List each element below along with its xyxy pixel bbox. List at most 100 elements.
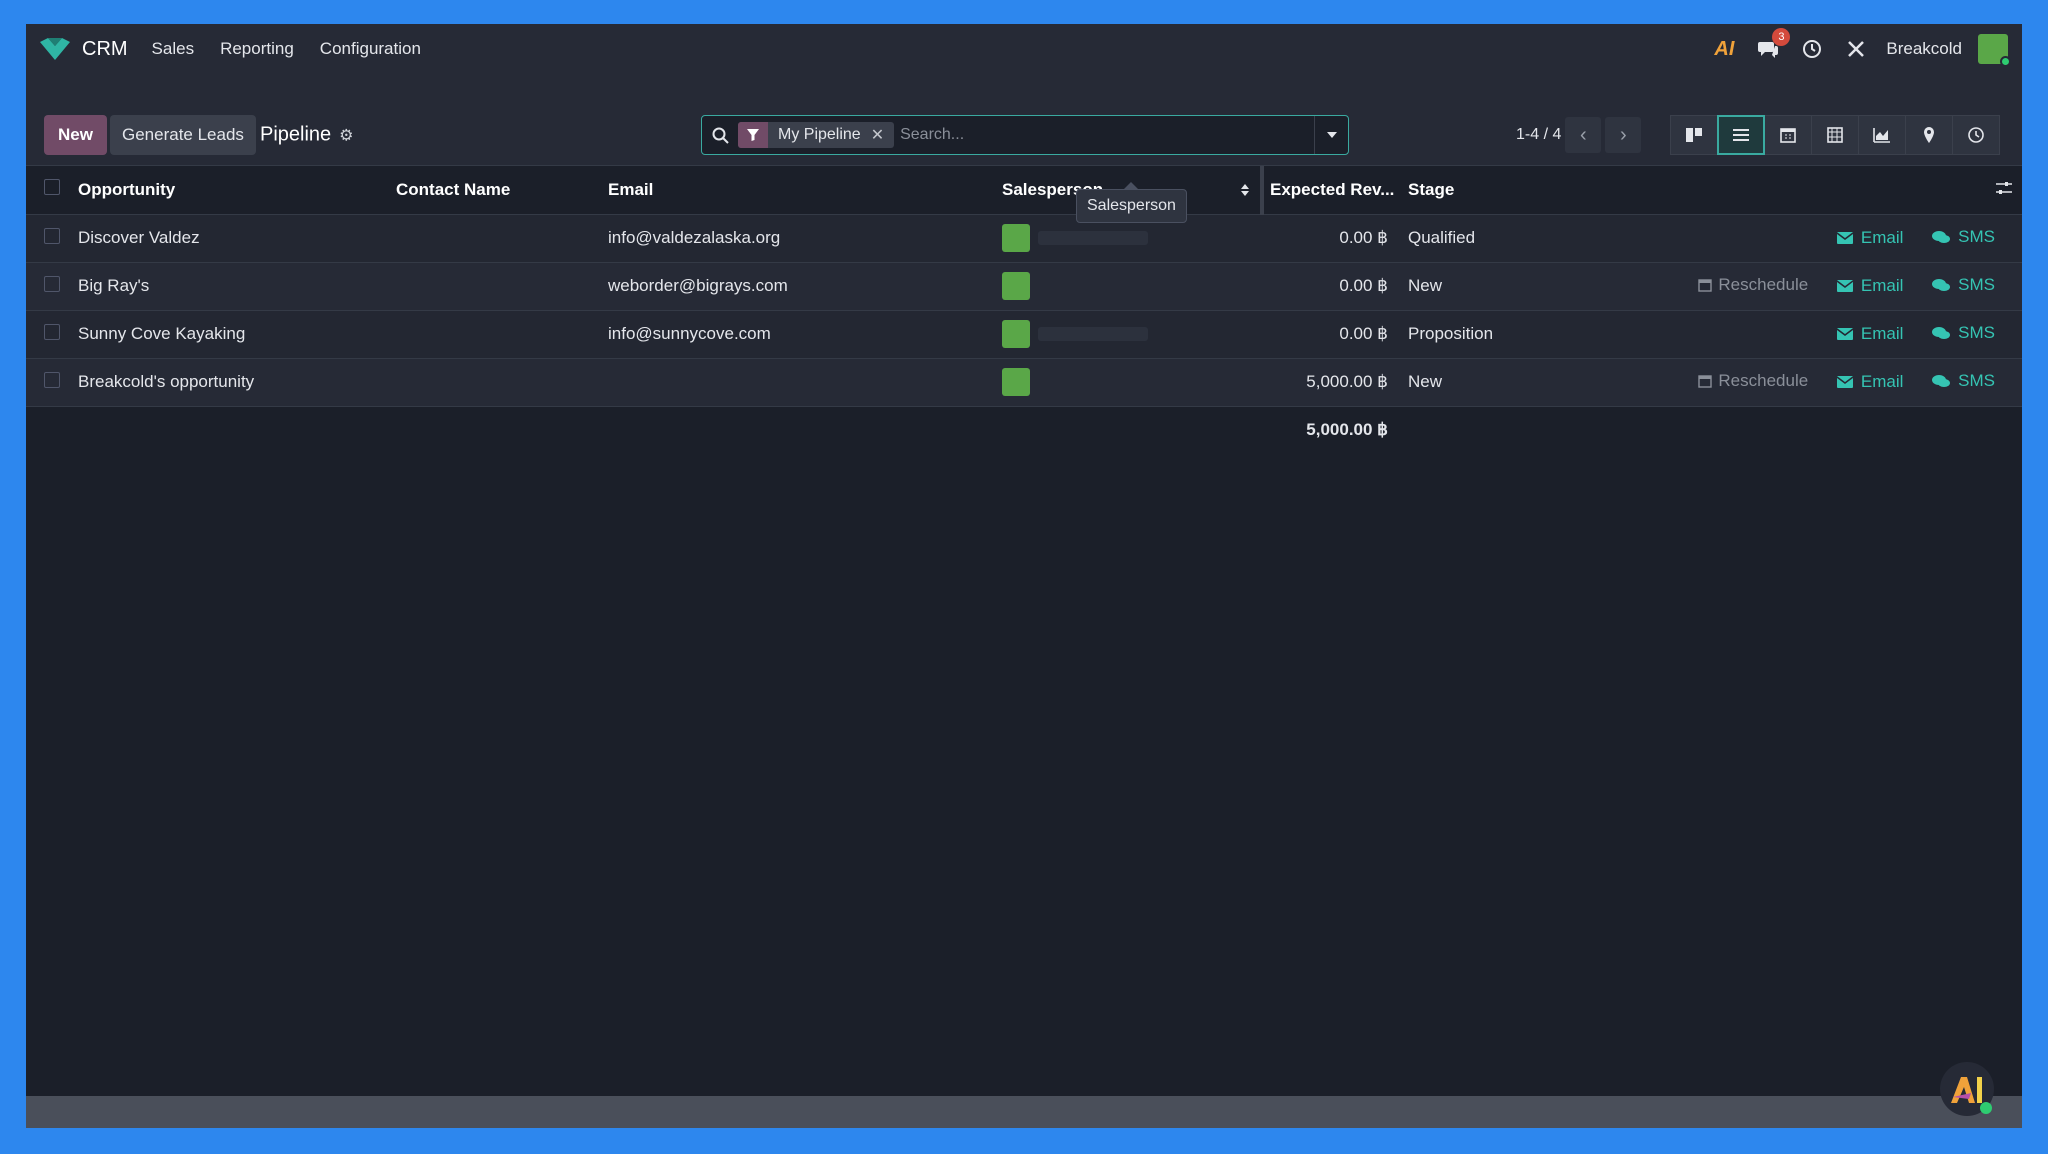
filter-icon <box>738 122 768 148</box>
contact-name-cell[interactable] <box>396 358 608 406</box>
close-icon[interactable]: ✕ <box>870 127 885 144</box>
sms-action-button[interactable]: SMS <box>1932 323 1995 343</box>
envelope-icon <box>1836 280 1853 292</box>
total-revenue: 5,000.00 ฿ <box>1306 420 1388 440</box>
salesperson-cell[interactable] <box>1002 214 1262 262</box>
salesperson-tooltip: Salesperson <box>1076 182 1187 223</box>
column-header-opportunity[interactable]: Opportunity <box>78 179 176 199</box>
chevron-down-icon[interactable] <box>1314 116 1348 154</box>
page-title: Pipeline <box>260 123 332 146</box>
control-panel: New Generate Leads Pipeline ⚙ My Pipelin… <box>26 74 2022 166</box>
messages-icon[interactable]: 3 <box>1756 28 1791 61</box>
table-row[interactable]: Breakcold's opportunity 5,000.00 ฿ New R… <box>26 358 2022 406</box>
graph-icon[interactable] <box>1858 115 1906 155</box>
column-header-stage[interactable]: Stage <box>1408 179 1455 199</box>
row-checkbox[interactable] <box>44 323 60 340</box>
expected-revenue-cell[interactable]: 0.00 ฿ <box>1339 324 1388 343</box>
stage-cell[interactable]: New <box>1408 372 1443 391</box>
contact-name-cell[interactable] <box>396 262 608 310</box>
online-status-icon <box>1980 1102 1992 1114</box>
user-name[interactable]: Breakcold <box>1886 39 1962 58</box>
salesperson-cell[interactable] <box>1002 262 1262 310</box>
ai-logo-icon <box>1951 1077 1982 1103</box>
email-action-button[interactable]: Email <box>1836 324 1903 344</box>
new-button[interactable]: New <box>44 115 107 155</box>
table-total-row: 5,000.00 ฿ <box>26 406 2022 454</box>
expected-revenue-cell[interactable]: 0.00 ฿ <box>1339 228 1388 247</box>
map-icon[interactable] <box>1905 115 1953 155</box>
pivot-icon[interactable] <box>1811 115 1859 155</box>
email-cell[interactable]: weborder@bigrays.com <box>608 276 788 295</box>
menu-item-sales[interactable]: Sales <box>151 39 195 58</box>
email-action-button[interactable]: Email <box>1836 276 1904 296</box>
sms-action-label: SMS <box>1958 371 1995 390</box>
envelope-icon <box>1836 376 1853 388</box>
opportunity-cell[interactable]: Sunny Cove Kayaking <box>78 324 246 343</box>
reschedule-button[interactable]: Reschedule <box>1698 275 1808 295</box>
activity-icon[interactable] <box>1952 115 2000 155</box>
table-row[interactable]: Big Ray's weborder@bigrays.com 0.00 ฿ Ne… <box>26 262 2022 310</box>
email-action-button[interactable]: Email <box>1836 372 1903 392</box>
column-header-expected-revenue[interactable]: Expected Rev... <box>1270 179 1395 199</box>
expected-revenue-cell[interactable]: 5,000.00 ฿ <box>1306 372 1388 391</box>
activity-clock-icon[interactable] <box>1800 37 1824 61</box>
chat-icon <box>1932 375 1951 387</box>
sms-action-button[interactable]: SMS <box>1932 371 1995 391</box>
top-navbar: CRM Sales Reporting Configuration AI 3 B… <box>26 24 2022 74</box>
salesperson-name-redacted <box>1038 327 1148 341</box>
list-icon[interactable] <box>1717 115 1765 155</box>
generate-leads-button[interactable]: Generate Leads <box>110 115 256 155</box>
chevron-right-icon[interactable]: › <box>1605 117 1642 153</box>
table-row[interactable]: Discover Valdez info@valdezalaska.org 0.… <box>26 214 2022 262</box>
menu-item-reporting[interactable]: Reporting <box>220 39 294 58</box>
email-cell[interactable]: info@valdezalaska.org <box>608 228 781 247</box>
row-checkbox[interactable] <box>44 371 60 388</box>
gear-icon[interactable]: ⚙ <box>339 127 354 144</box>
opportunity-cell[interactable]: Breakcold's opportunity <box>78 372 255 391</box>
tools-icon[interactable] <box>1844 37 1868 61</box>
crm-logo-icon[interactable] <box>38 36 72 62</box>
row-checkbox[interactable] <box>44 275 60 292</box>
stage-cell[interactable]: New <box>1408 276 1443 295</box>
view-switcher <box>1670 115 2000 155</box>
salesperson-cell[interactable] <box>1002 310 1262 358</box>
optional-columns-toggle[interactable] <box>1995 166 2022 214</box>
column-header-email[interactable]: Email <box>608 179 654 199</box>
column-header-contact-name[interactable]: Contact Name <box>396 179 511 199</box>
menu-item-configuration[interactable]: Configuration <box>319 39 421 58</box>
kanban-icon[interactable] <box>1670 115 1718 155</box>
ai-assistant-icon[interactable]: AI <box>1714 37 1735 60</box>
reschedule-button[interactable]: Reschedule <box>1698 371 1808 391</box>
ai-assistant-button[interactable] <box>1940 1062 1994 1116</box>
email-action-label: Email <box>1860 276 1904 295</box>
salesperson-cell[interactable] <box>1002 358 1262 406</box>
expected-revenue-cell[interactable]: 0.00 ฿ <box>1339 276 1388 295</box>
salesperson-avatar <box>1002 368 1030 396</box>
avatar[interactable] <box>1978 34 2011 67</box>
contact-name-cell[interactable] <box>396 214 608 262</box>
calendar-icon[interactable] <box>1764 115 1812 155</box>
table-row[interactable]: Sunny Cove Kayaking info@sunnycove.com 0… <box>26 310 2022 358</box>
sms-action-button[interactable]: SMS <box>1932 275 1995 295</box>
pager-value[interactable]: 1-4 / 4 <box>1516 126 1562 143</box>
chevron-left-icon[interactable]: ‹ <box>1565 117 1602 153</box>
email-action-button[interactable]: Email <box>1836 228 1903 248</box>
stage-cell[interactable]: Qualified <box>1408 228 1476 247</box>
app-name[interactable]: CRM <box>82 37 128 60</box>
contact-name-cell[interactable] <box>396 310 608 358</box>
email-cell[interactable]: info@sunnycove.com <box>608 324 771 343</box>
stage-cell[interactable]: Proposition <box>1408 324 1494 343</box>
sort-icon[interactable] <box>1240 183 1250 197</box>
search-input[interactable] <box>900 126 1314 144</box>
opportunity-cell[interactable]: Big Ray's <box>78 276 150 295</box>
search-icon[interactable] <box>702 127 738 144</box>
messages-count-badge: 3 <box>1772 28 1791 46</box>
filter-facet-label: My Pipeline <box>778 126 861 143</box>
select-all-checkbox[interactable] <box>44 179 60 196</box>
calendar-icon <box>1698 279 1713 292</box>
opportunity-cell[interactable]: Discover Valdez <box>78 228 200 247</box>
row-checkbox[interactable] <box>44 227 60 244</box>
sms-action-button[interactable]: SMS <box>1932 227 1995 247</box>
email-cell[interactable] <box>608 358 1002 406</box>
filter-facet[interactable]: My Pipeline ✕ <box>738 122 895 148</box>
